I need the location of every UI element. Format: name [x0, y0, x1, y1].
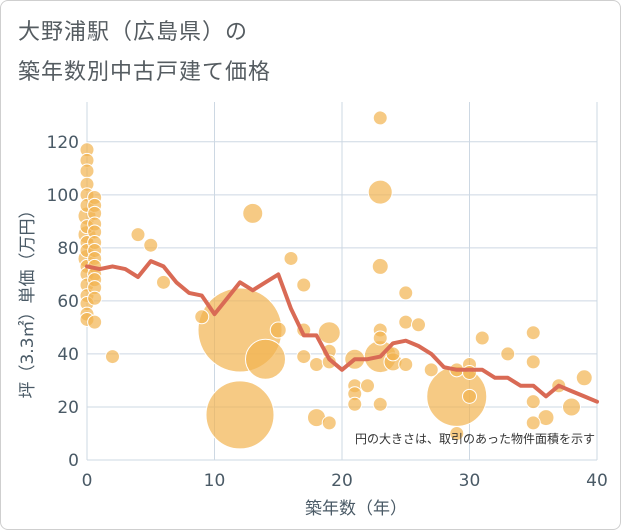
data-bubble	[347, 396, 363, 412]
data-bubble	[411, 317, 426, 333]
data-bubble	[367, 179, 393, 205]
data-bubble	[87, 314, 103, 330]
chart-title-line-1: 大野浦駅（広島県）の	[18, 20, 249, 45]
data-bubble	[317, 321, 341, 345]
data-bubble	[321, 354, 337, 370]
y-tick-label: 0	[68, 451, 79, 471]
size-annotation: 円の大きさは、取引のあった物件面積を示す	[355, 431, 595, 446]
data-bubble	[360, 378, 375, 394]
data-bubble	[372, 396, 388, 412]
data-bubble	[105, 349, 120, 365]
y-tick-label: 100	[47, 186, 79, 206]
data-bubble	[130, 227, 146, 243]
y-tick-label: 60	[57, 292, 79, 312]
x-tick-label: 20	[331, 471, 353, 491]
x-tick-label: 40	[586, 471, 608, 491]
data-bubble	[398, 314, 414, 330]
x-tick-label: 30	[459, 471, 481, 491]
data-bubble	[296, 277, 312, 293]
data-bubble	[575, 369, 593, 387]
data-bubble	[474, 330, 490, 346]
data-bubble	[156, 274, 171, 290]
y-axis-label: 坪（3.3㎡）単価（万円）	[18, 201, 38, 398]
data-bubble	[321, 415, 337, 431]
data-bubble	[398, 285, 414, 301]
data-bubble	[562, 397, 581, 417]
y-tick-label: 120	[47, 133, 79, 153]
data-bubble	[269, 321, 287, 339]
data-bubble	[205, 380, 275, 450]
data-bubble	[194, 309, 210, 325]
data-bubble	[398, 357, 414, 373]
x-axis-label: 築年数（年）	[305, 499, 407, 519]
data-bubble	[242, 202, 264, 224]
data-bubble	[525, 354, 541, 370]
data-bubble	[79, 163, 95, 179]
data-bubble	[525, 415, 541, 431]
trend-line-group	[85, 259, 599, 404]
data-bubble	[371, 257, 389, 275]
data-bubble	[372, 330, 388, 346]
data-bubble	[143, 237, 159, 253]
axis-ticks: 0 10 20 30 40 0 20 40 60 80 100 120	[47, 133, 608, 491]
data-bubble	[462, 364, 477, 380]
y-tick-label: 40	[57, 345, 79, 365]
data-bubble	[87, 290, 103, 306]
data-bubble	[462, 388, 477, 404]
x-tick-label: 0	[82, 471, 93, 491]
data-bubble	[296, 349, 312, 365]
grid	[86, 102, 598, 461]
y-tick-label: 80	[57, 239, 79, 259]
bubbles	[77, 110, 593, 450]
data-bubble	[423, 362, 439, 378]
x-tick-label: 10	[204, 471, 226, 491]
data-bubble	[385, 346, 401, 362]
y-tick-label: 20	[57, 398, 79, 418]
chart-title-line-2: 築年数別中古戸建て価格	[18, 60, 272, 85]
data-bubble	[525, 394, 541, 410]
trend-line	[85, 259, 599, 404]
data-bubble	[372, 110, 388, 126]
data-bubble	[525, 325, 541, 341]
data-bubble	[449, 425, 465, 441]
data-bubble	[500, 346, 516, 362]
data-bubble	[283, 250, 299, 266]
data-bubble	[309, 357, 324, 373]
data-bubble	[245, 338, 286, 380]
